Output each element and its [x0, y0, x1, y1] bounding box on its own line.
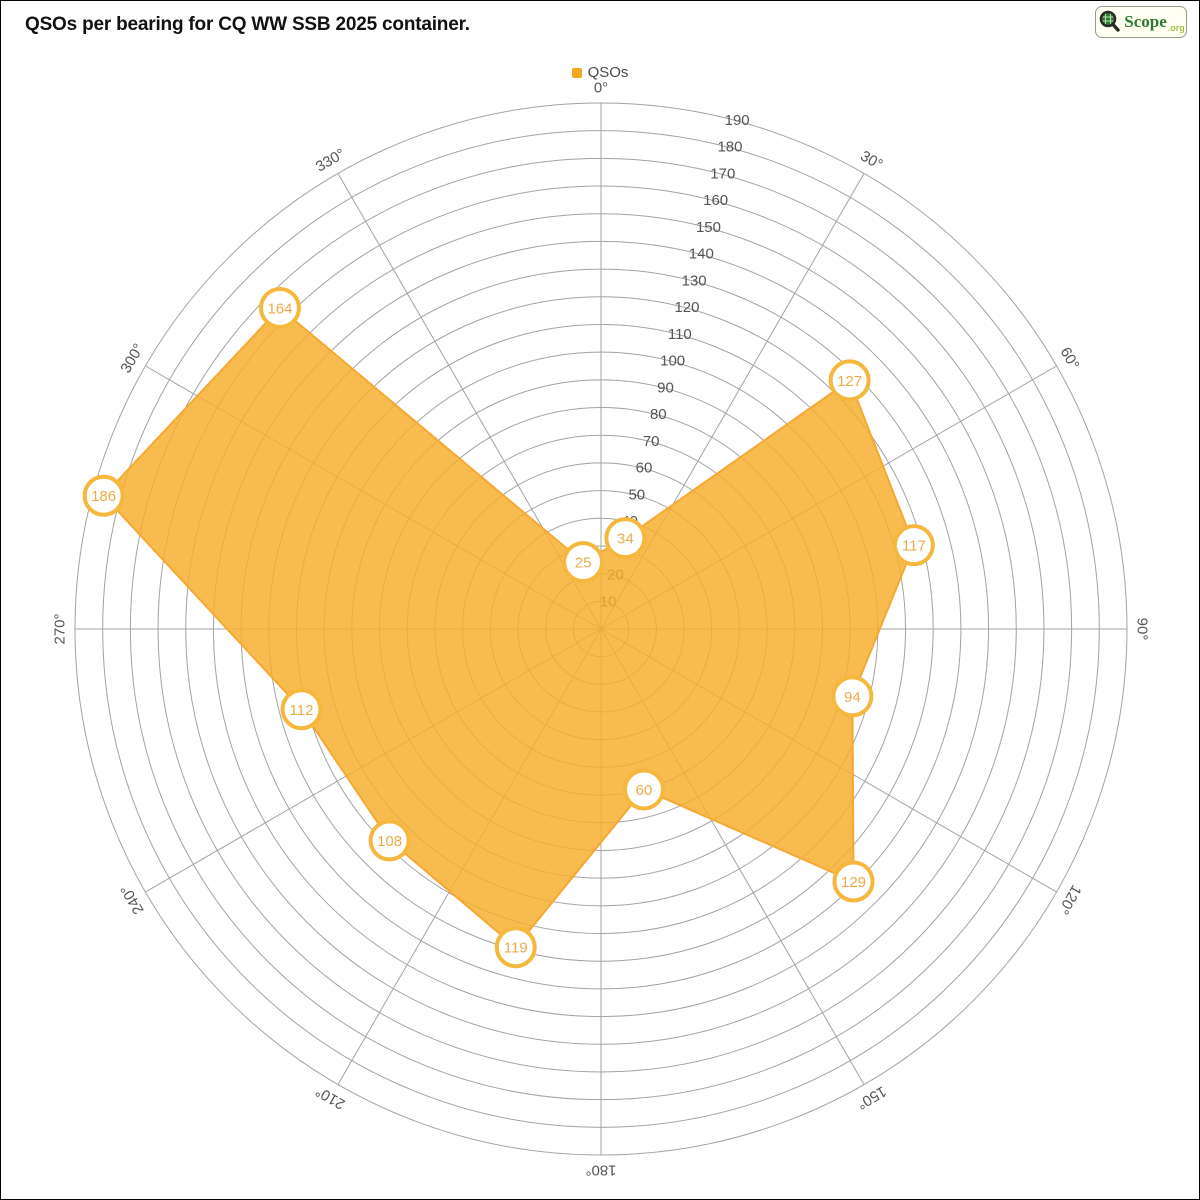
legend-swatch-icon [571, 67, 582, 78]
radial-tick-label: 60 [636, 460, 653, 477]
data-point-value: 164 [267, 300, 292, 317]
data-point-marker [892, 524, 935, 567]
bearing-label: 0° [594, 80, 608, 97]
data-point-value: 108 [377, 833, 402, 850]
logo-suffix-text: .org [1167, 23, 1185, 33]
bearing-label: 60° [1056, 344, 1082, 372]
data-point-value: 129 [841, 874, 866, 891]
data-point-marker [622, 768, 665, 811]
data-point-value: 119 [504, 940, 528, 957]
radial-tick-label: 80 [650, 406, 667, 423]
data-point-value: 25 [575, 555, 592, 572]
data-point-marker [832, 860, 875, 903]
qscope-logo[interactable]: Scope .org [1095, 6, 1187, 38]
radial-tick-label: 100 [660, 353, 685, 370]
page-title: QSOs per bearing for CQ WW SSB 2025 cont… [25, 14, 470, 35]
radial-tick-label: 140 [689, 246, 714, 263]
data-point-marker [562, 541, 605, 584]
data-point-marker [828, 359, 871, 402]
data-point-value: 94 [844, 689, 861, 706]
bearing-label: 180° [585, 1162, 616, 1179]
data-point-marker [280, 688, 323, 731]
radial-tick-label: 50 [628, 486, 645, 503]
data-point-marker [831, 675, 874, 718]
radial-tick-label: 70 [643, 433, 660, 450]
radial-tick-label: 110 [668, 326, 692, 343]
radial-tick-label: 180 [717, 139, 742, 156]
radial-tick-label: 190 [725, 112, 750, 129]
magnifier-globe-icon [1097, 9, 1123, 35]
data-point-marker [494, 926, 537, 969]
radial-tick-label: 160 [703, 192, 728, 209]
data-point-value: 112 [290, 702, 314, 719]
radial-tick-label: 90 [657, 379, 674, 396]
data-point-value: 186 [91, 488, 116, 505]
data-point-value: 117 [902, 538, 926, 555]
data-point-value: 127 [837, 373, 862, 390]
radial-tick-label: 120 [674, 299, 699, 316]
legend-item-qsos[interactable]: QSOs [1, 64, 1199, 81]
legend-label: QSOs [587, 64, 629, 81]
qso-area-polygon [102, 306, 915, 949]
bearing-label: 270° [52, 613, 69, 644]
data-point-marker [368, 819, 411, 862]
data-point-value: 34 [617, 531, 634, 548]
radial-tick-label: 170 [710, 165, 735, 182]
radial-tick-label: 130 [682, 272, 707, 289]
radial-tick-label: 150 [696, 219, 721, 236]
data-point-marker [604, 517, 647, 560]
logo-brand-text: Scope [1124, 12, 1167, 31]
bearing-label: 30° [857, 147, 885, 173]
data-point-marker [258, 286, 301, 329]
data-point-marker [82, 474, 125, 517]
data-point-value: 60 [636, 782, 653, 799]
bearing-label: 90° [1134, 618, 1151, 641]
